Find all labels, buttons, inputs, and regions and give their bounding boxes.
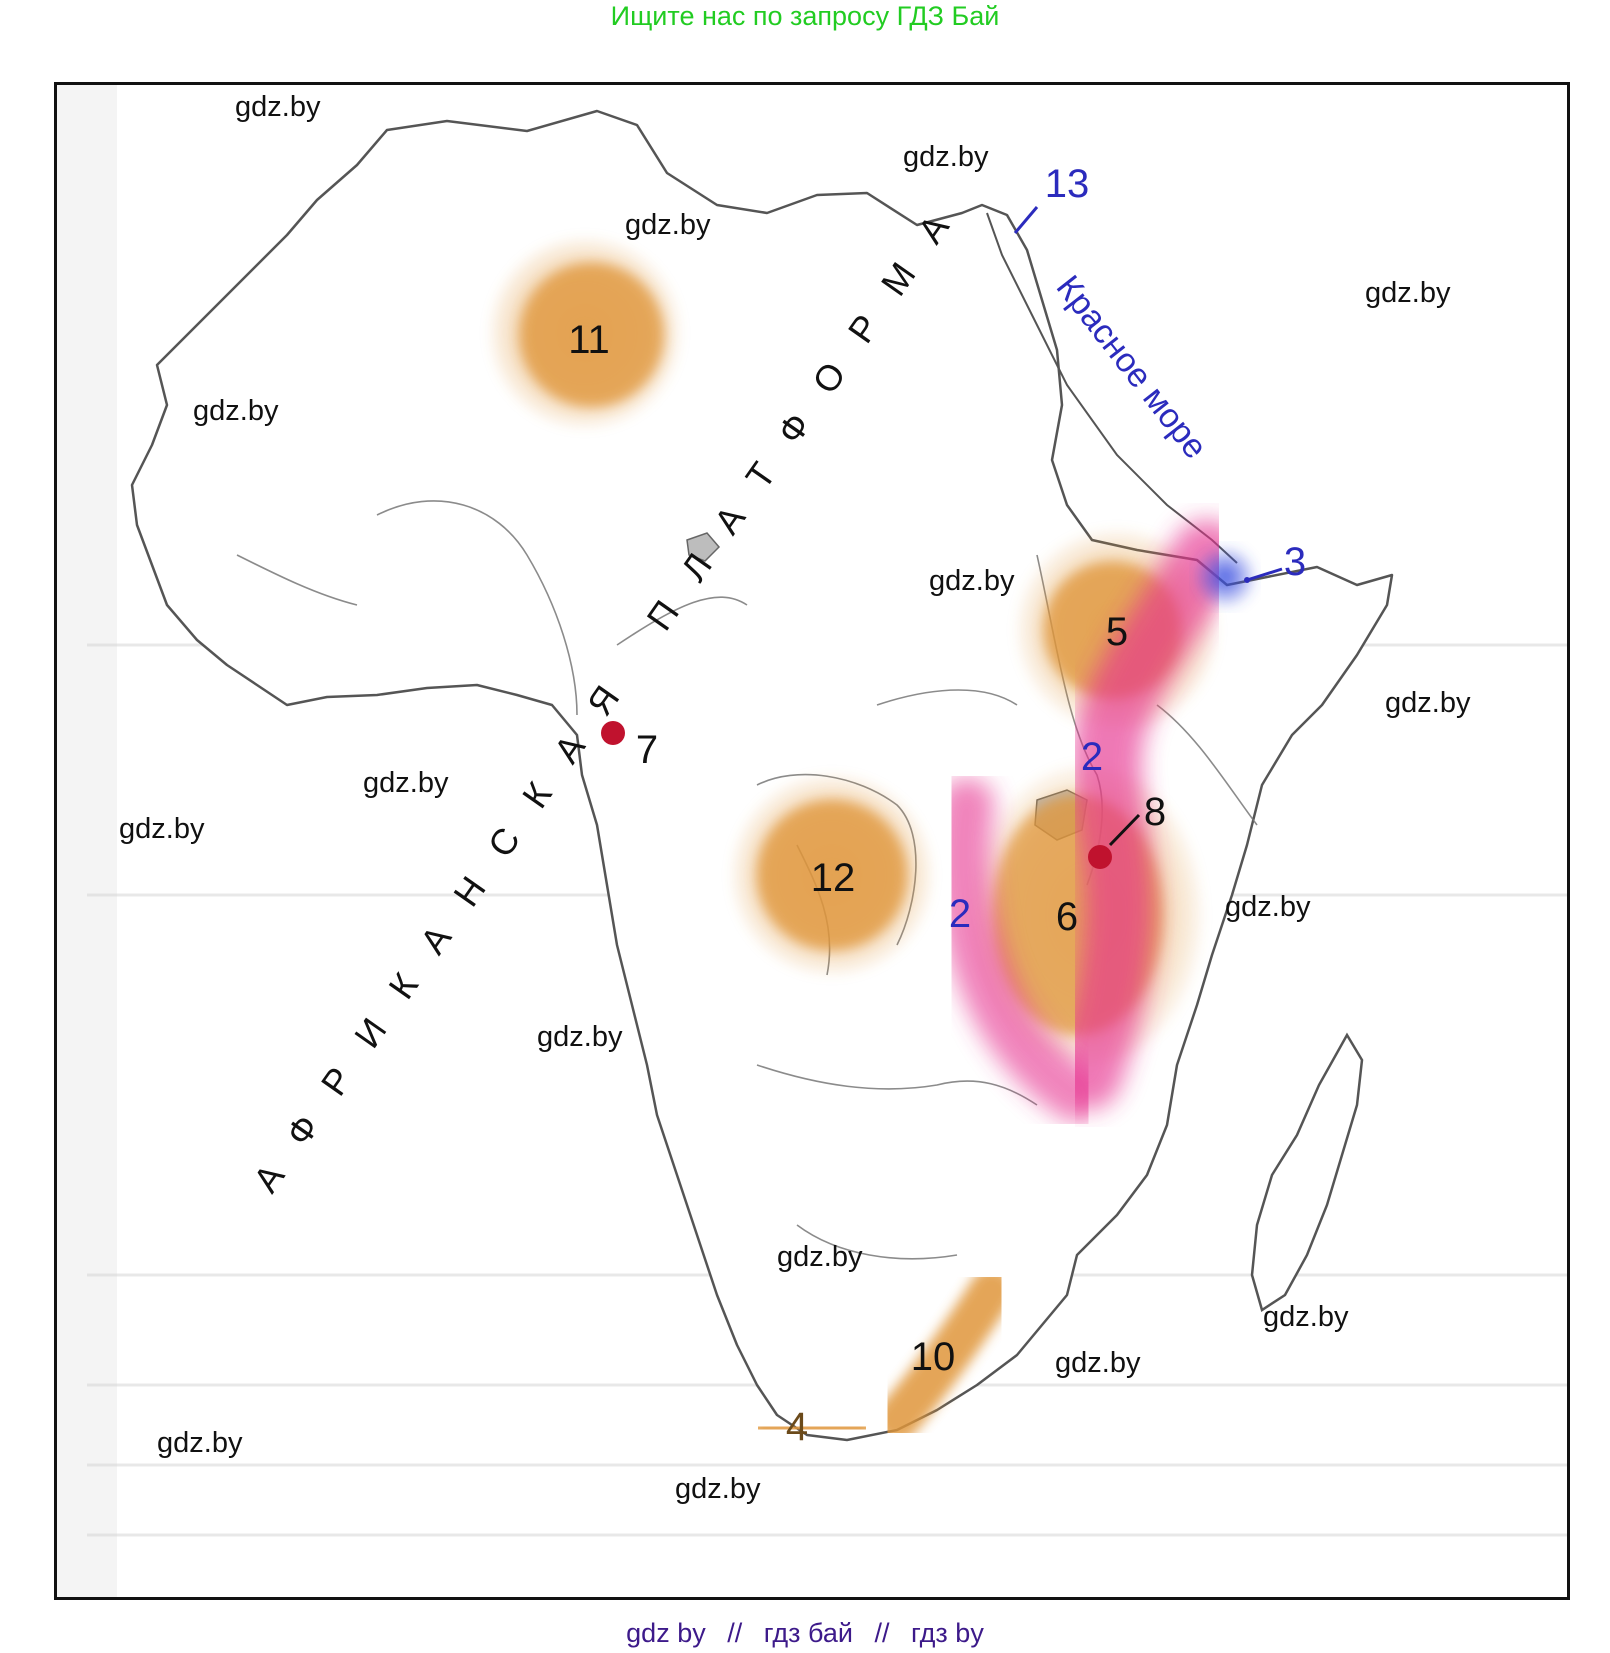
rift-zone-east: [1052, 520, 1242, 1110]
watermark: gdz.by: [235, 91, 321, 123]
label-13: 13: [1045, 162, 1090, 206]
footer-separator: //: [727, 1618, 743, 1648]
zone-12: [732, 775, 932, 975]
bottom-banner: gdz by // гдз бай // гдз by: [0, 1616, 1610, 1650]
watermark: gdz.by: [1365, 277, 1451, 309]
watermark: gdz.by: [1263, 1301, 1349, 1333]
pointer-3: [1246, 567, 1283, 582]
top-banner[interactable]: Ищите нас по запросу ГДЗ Бай: [610, 1, 1000, 31]
label-10: 10: [911, 1335, 956, 1379]
watermark: gdz.by: [537, 1021, 623, 1053]
zone-3: [1195, 547, 1255, 607]
point-7: [601, 721, 625, 745]
africa-map-canvas: 11 12 5 6 10 4 7 8 3 13 2 2 АФРИКАНСКАЯ …: [57, 85, 1567, 1597]
label-5: 5: [1106, 610, 1128, 654]
zone-11: [490, 238, 680, 428]
label-2-upper: 2: [1081, 735, 1103, 779]
pointer-8: [1108, 813, 1141, 847]
footer-link-gdz-by-2[interactable]: гдз by: [911, 1618, 984, 1648]
zone-4: [749, 1409, 875, 1447]
label-4: 4: [786, 1405, 808, 1449]
watermark: gdz.by: [193, 395, 279, 427]
watermark: gdz.by: [929, 565, 1015, 597]
label-12: 12: [811, 856, 856, 900]
watermark: gdz.by: [1055, 1347, 1141, 1379]
label-8: 8: [1144, 790, 1166, 834]
pointer-13: [1013, 206, 1039, 234]
watermark: gdz.by: [363, 767, 449, 799]
footer-separator: //: [874, 1618, 890, 1648]
footer-link-gdz-bai[interactable]: гдз бай: [763, 1618, 853, 1648]
watermark: gdz.by: [119, 813, 205, 845]
watermark: gdz.by: [777, 1241, 863, 1273]
watermark: gdz.by: [903, 141, 989, 173]
rift-zone-west: [935, 777, 1105, 1123]
label-2-lower: 2: [949, 892, 971, 936]
watermark: gdz.by: [625, 209, 711, 241]
watermark: gdz.by: [1225, 891, 1311, 923]
label-3: 3: [1284, 540, 1306, 584]
lake-chad: [686, 532, 721, 562]
point-8: [1088, 845, 1112, 869]
zone-10: [875, 1268, 1014, 1442]
footer-link-gdz-by[interactable]: gdz by: [626, 1618, 706, 1648]
watermark: gdz.by: [675, 1473, 761, 1505]
madagascar-outline: [1250, 1032, 1364, 1312]
watermark: gdz.by: [1385, 687, 1471, 719]
label-7: 7: [636, 728, 658, 772]
label-11: 11: [568, 318, 610, 362]
africa-map: 11 12 5 6 10 4 7 8 3 13 2 2 АФРИКАНСКАЯ …: [54, 82, 1570, 1600]
label-6: 6: [1056, 895, 1078, 939]
watermark: gdz.by: [157, 1427, 243, 1459]
